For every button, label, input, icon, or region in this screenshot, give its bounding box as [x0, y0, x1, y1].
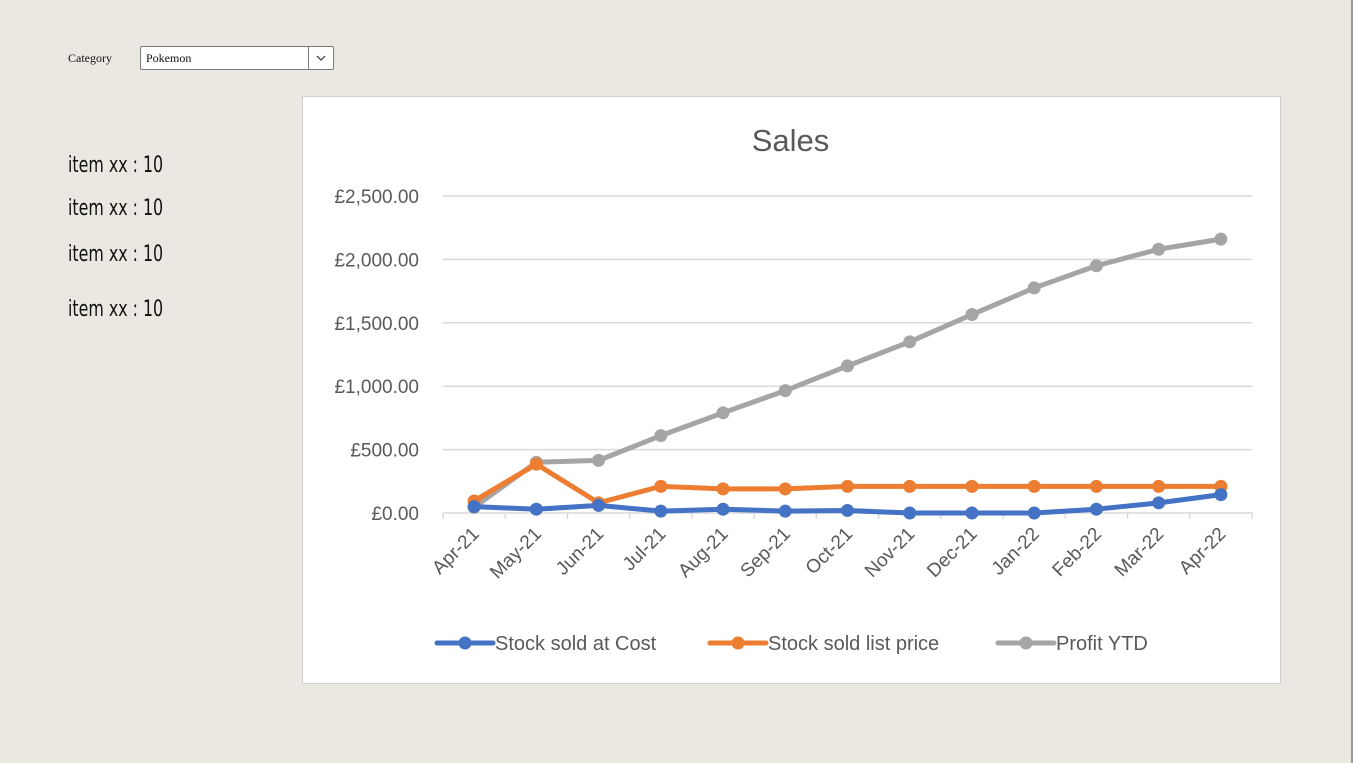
item-summary-line: item xx : 10 — [68, 242, 164, 267]
x-tick-label: Apr-21 — [428, 524, 483, 579]
item-summary-line: item xx : 10 — [68, 153, 164, 178]
category-dropdown-button[interactable] — [308, 47, 333, 69]
x-tick-label: Mar-22 — [1111, 524, 1168, 581]
data-point — [716, 482, 730, 496]
item-summary-line: item xx : 10 — [68, 297, 164, 322]
data-point — [592, 498, 606, 512]
legend-swatch-marker — [731, 636, 745, 650]
data-point — [903, 506, 917, 520]
data-point — [654, 479, 668, 493]
data-point — [903, 479, 917, 493]
data-point — [841, 479, 854, 493]
data-point — [654, 504, 668, 518]
data-point — [1089, 502, 1103, 516]
legend-label: Stock sold list price — [768, 633, 939, 655]
y-tick-label: £2,000.00 — [334, 250, 419, 271]
data-point — [654, 429, 668, 443]
x-tick-label: Dec-21 — [923, 524, 981, 582]
chevron-down-icon — [316, 55, 326, 61]
legend-label: Profit YTD — [1056, 633, 1148, 655]
x-tick-label: Jun-21 — [552, 524, 608, 580]
data-point — [841, 503, 854, 517]
x-tick-label: Nov-21 — [861, 524, 919, 582]
data-point — [1027, 506, 1041, 520]
data-point — [965, 308, 979, 322]
data-point — [529, 457, 543, 471]
data-point — [1152, 242, 1166, 256]
data-point — [778, 504, 792, 518]
y-tick-label: £500.00 — [350, 441, 419, 462]
y-tick-label: £1,500.00 — [334, 314, 419, 335]
data-point — [841, 359, 854, 373]
data-point — [1152, 479, 1166, 493]
x-tick-label: Aug-21 — [674, 524, 732, 582]
y-tick-label: £1,000.00 — [334, 377, 419, 398]
x-tick-label: Sep-21 — [737, 524, 795, 582]
data-point — [778, 482, 792, 496]
category-dropdown[interactable]: Pokemon — [140, 46, 334, 70]
category-dropdown-value: Pokemon — [146, 50, 192, 65]
category-filter-label: Category — [68, 51, 112, 65]
data-point — [592, 453, 606, 467]
data-point — [716, 502, 730, 516]
series-line — [471, 236, 1224, 510]
x-tick-label: Oct-21 — [802, 524, 857, 579]
data-point — [529, 502, 543, 516]
data-point — [1152, 496, 1166, 510]
data-point — [1027, 281, 1041, 295]
data-point — [1027, 479, 1041, 493]
y-tick-label: £2,500.00 — [334, 187, 419, 208]
x-tick-label: May-21 — [486, 524, 546, 584]
data-point — [1089, 259, 1103, 273]
x-tick-label: Jan-22 — [988, 524, 1044, 580]
sales-chart-canvas: Sales £0.00 £500.00 £1,000.00 £1,500.00 £2,00… — [334, 123, 1253, 655]
data-point — [965, 479, 979, 493]
x-tick-label: Feb-22 — [1049, 524, 1106, 581]
y-tick-label: £0.00 — [371, 504, 419, 525]
data-point — [716, 406, 730, 420]
data-point — [467, 500, 481, 514]
data-point — [903, 335, 917, 349]
chart-title: Sales — [752, 123, 830, 158]
sales-chart[interactable]: Sales £0.00 £500.00 £1,000.00 £1,500.00 £2,00… — [302, 96, 1281, 684]
data-point — [1214, 232, 1228, 246]
x-tick-label: Apr-22 — [1175, 524, 1230, 579]
legend-swatch-marker — [458, 636, 472, 650]
data-point — [778, 384, 792, 398]
x-tick-label: Jul-21 — [619, 524, 670, 575]
data-point — [1214, 488, 1228, 502]
legend-swatch-marker — [1019, 636, 1033, 650]
legend-label: Stock sold at Cost — [495, 633, 657, 655]
data-point — [1089, 479, 1103, 493]
window-right-border — [1351, 0, 1353, 763]
data-point — [965, 506, 979, 520]
item-summary-line: item xx : 10 — [68, 196, 164, 221]
